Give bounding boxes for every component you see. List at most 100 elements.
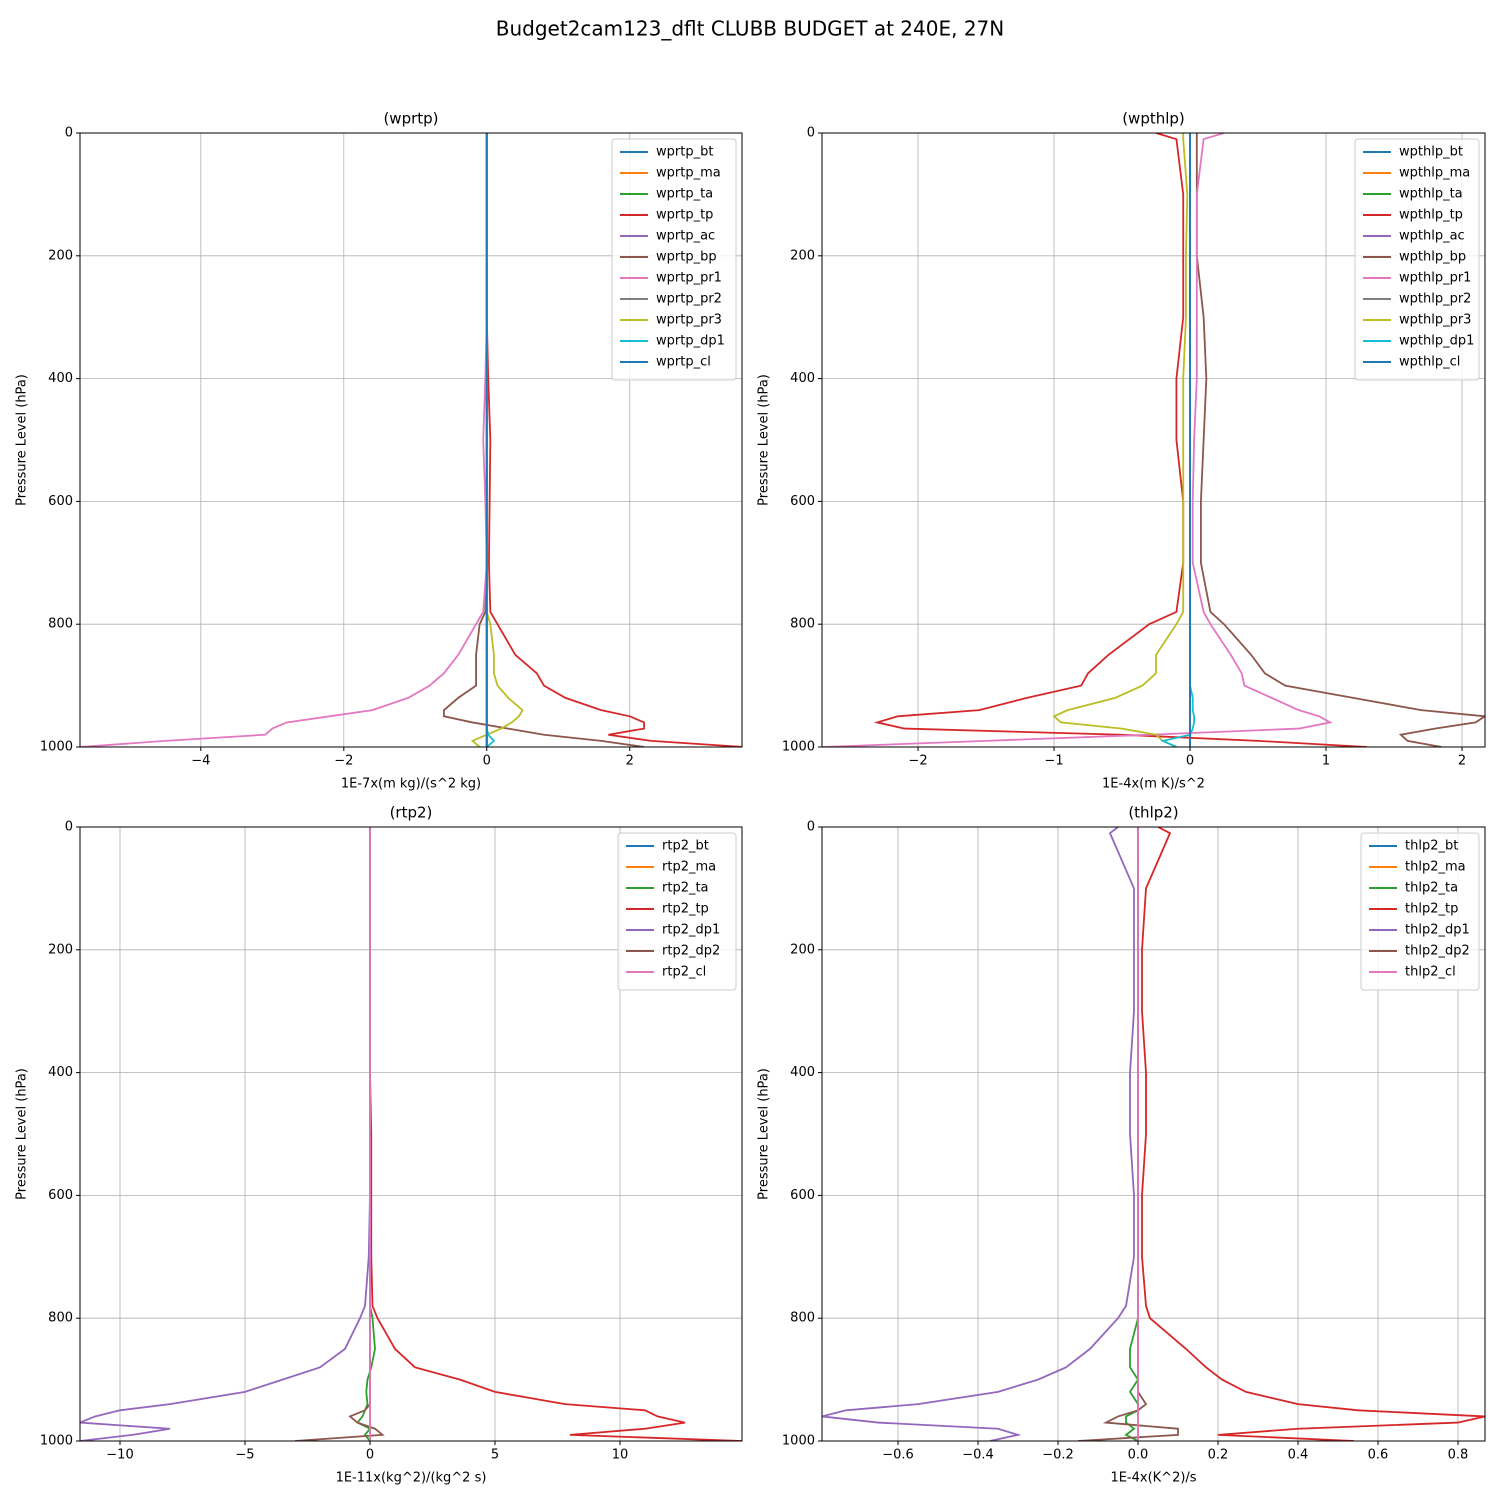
x-axis-label: 1E-4x(m K)/s^2 [1102, 777, 1205, 792]
y-tick-label: 600 [48, 494, 73, 509]
y-tick-label: 400 [790, 1065, 815, 1080]
panel-title: (rtp2) [390, 804, 433, 822]
panel: −4 −2 0 2 0 200 400 600 800 1000 (wprtp) 1E-7x(m kg… [15, 110, 743, 792]
legend-label: wpthlp_dp1 [1399, 334, 1474, 349]
y-tick-label: 0 [65, 820, 73, 835]
y-tick-label: 400 [48, 1065, 73, 1080]
x-tick-label: 0.2 [1208, 1448, 1229, 1463]
y-tick-label: 1000 [40, 740, 73, 755]
y-tick-label: 1000 [782, 1434, 815, 1449]
legend-label: wprtp_cl [656, 355, 711, 370]
y-tick-label: 600 [790, 494, 815, 509]
x-tick-label: 0 [483, 754, 491, 769]
legend-label: wpthlp_bt [1399, 145, 1463, 160]
panel-title: (wpthlp) [1122, 110, 1185, 128]
y-tick-label: 0 [807, 820, 815, 835]
x-tick-label: 2 [626, 754, 634, 769]
legend-label: wprtp_tp [656, 208, 713, 223]
legend-label: rtp2_ta [662, 881, 709, 896]
legend-label: wpthlp_cl [1399, 355, 1460, 370]
y-tick-label: 200 [790, 942, 815, 957]
axes-frame [821, 826, 1486, 1442]
y-tick-label: 200 [48, 942, 73, 957]
legend-label: thlp2_bt [1405, 839, 1458, 854]
y-tick-label: 200 [48, 248, 73, 263]
y-tick-label: 600 [48, 1188, 73, 1203]
legend-label: rtp2_dp2 [662, 944, 720, 959]
series-line [1052, 133, 1189, 747]
legend-label: wpthlp_pr1 [1399, 271, 1471, 286]
figure-title: Budget2cam123_dflt CLUBB BUDGET at 240E,… [496, 17, 1004, 41]
series-line [80, 827, 371, 1441]
panel: −2 −1 0 1 2 0 200 400 600 800 1000 (wpthlp) 1E-4x(m … [757, 110, 1486, 792]
panel: −0.6 −0.4 −0.2 0.0 0.2 0.4 0.6 0.8 0 200 400 600 800… [757, 804, 1486, 1486]
y-tick-label: 1000 [40, 1434, 73, 1449]
panel: −10 −5 0 5 10 0 200 400 600 800 1000 (rtp2) 1E-11x(k… [15, 804, 743, 1486]
panel-title: (wprtp) [383, 110, 438, 128]
legend-label: wprtp_bt [656, 145, 713, 160]
legend-label: wprtp_pr2 [656, 292, 722, 307]
x-tick-label: −0.6 [882, 1448, 914, 1463]
x-tick-label: 0.4 [1288, 1448, 1309, 1463]
x-tick-label: 2 [1458, 754, 1466, 769]
series-line [822, 133, 1333, 747]
y-tick-label: 800 [790, 1311, 815, 1326]
legend-label: wpthlp_ac [1399, 229, 1465, 244]
legend-label: rtp2_dp1 [662, 923, 720, 938]
y-tick-label: 400 [48, 371, 73, 386]
legend-label: thlp2_dp2 [1405, 944, 1470, 959]
x-tick-label: 1 [1322, 754, 1330, 769]
x-axis-label: 1E-11x(kg^2)/(kg^2 s) [336, 1471, 487, 1486]
legend-label: rtp2_tp [662, 902, 709, 917]
series-line [1141, 827, 1485, 1441]
legend-label: wprtp_bp [656, 250, 717, 265]
legend-label: thlp2_ma [1405, 860, 1466, 875]
series-line [1124, 827, 1140, 1441]
legend-label: rtp2_ma [662, 860, 716, 875]
x-tick-label: −2 [334, 754, 353, 769]
y-tick-label: 800 [48, 617, 73, 632]
legend-label: wprtp_ta [656, 187, 713, 202]
y-axis-label: Pressure Level (hPa) [757, 374, 772, 506]
axes-frame [79, 826, 743, 1442]
legend-label: thlp2_tp [1405, 902, 1458, 917]
y-tick-label: 0 [807, 126, 815, 141]
axes-frame [79, 132, 743, 748]
y-tick-label: 0 [65, 126, 73, 141]
series-line [80, 133, 488, 747]
x-tick-label: −4 [191, 754, 210, 769]
x-tick-label: 0 [366, 1448, 374, 1463]
axes-frame [821, 132, 1486, 748]
y-tick-label: 400 [790, 371, 815, 386]
x-axis-label: 1E-7x(m kg)/(s^2 kg) [341, 777, 481, 792]
x-tick-label: 0.0 [1128, 1448, 1149, 1463]
legend-label: rtp2_bt [662, 839, 709, 854]
y-tick-label: 800 [48, 1311, 73, 1326]
x-tick-label: 0 [1186, 754, 1194, 769]
legend-label: wprtp_dp1 [656, 334, 725, 349]
y-tick-label: 1000 [782, 740, 815, 755]
legend-label: wprtp_ma [656, 166, 721, 181]
legend-label: thlp2_ta [1405, 881, 1458, 896]
legend-label: wpthlp_ma [1399, 166, 1470, 181]
series-line [1195, 133, 1485, 747]
y-tick-label: 200 [790, 248, 815, 263]
legend-label: wpthlp_pr2 [1399, 292, 1471, 307]
legend-label: wprtp_pr3 [656, 313, 722, 328]
x-tick-label: 0.8 [1448, 1448, 1469, 1463]
y-axis-label: Pressure Level (hPa) [757, 1068, 772, 1200]
legend-label: thlp2_cl [1405, 965, 1456, 980]
x-tick-label: −0.4 [962, 1448, 994, 1463]
legend-label: thlp2_dp1 [1405, 923, 1470, 938]
panel-title: (thlp2) [1128, 804, 1178, 822]
series-line [822, 827, 1135, 1441]
y-axis-label: Pressure Level (hPa) [15, 1068, 30, 1200]
series-line [356, 827, 376, 1441]
legend-label: wpthlp_tp [1399, 208, 1463, 223]
x-tick-label: 5 [491, 1448, 499, 1463]
legend-label: wpthlp_pr3 [1399, 313, 1471, 328]
series-line [1077, 827, 1179, 1441]
x-tick-label: −0.2 [1042, 1448, 1074, 1463]
legend-label: wprtp_pr1 [656, 271, 722, 286]
